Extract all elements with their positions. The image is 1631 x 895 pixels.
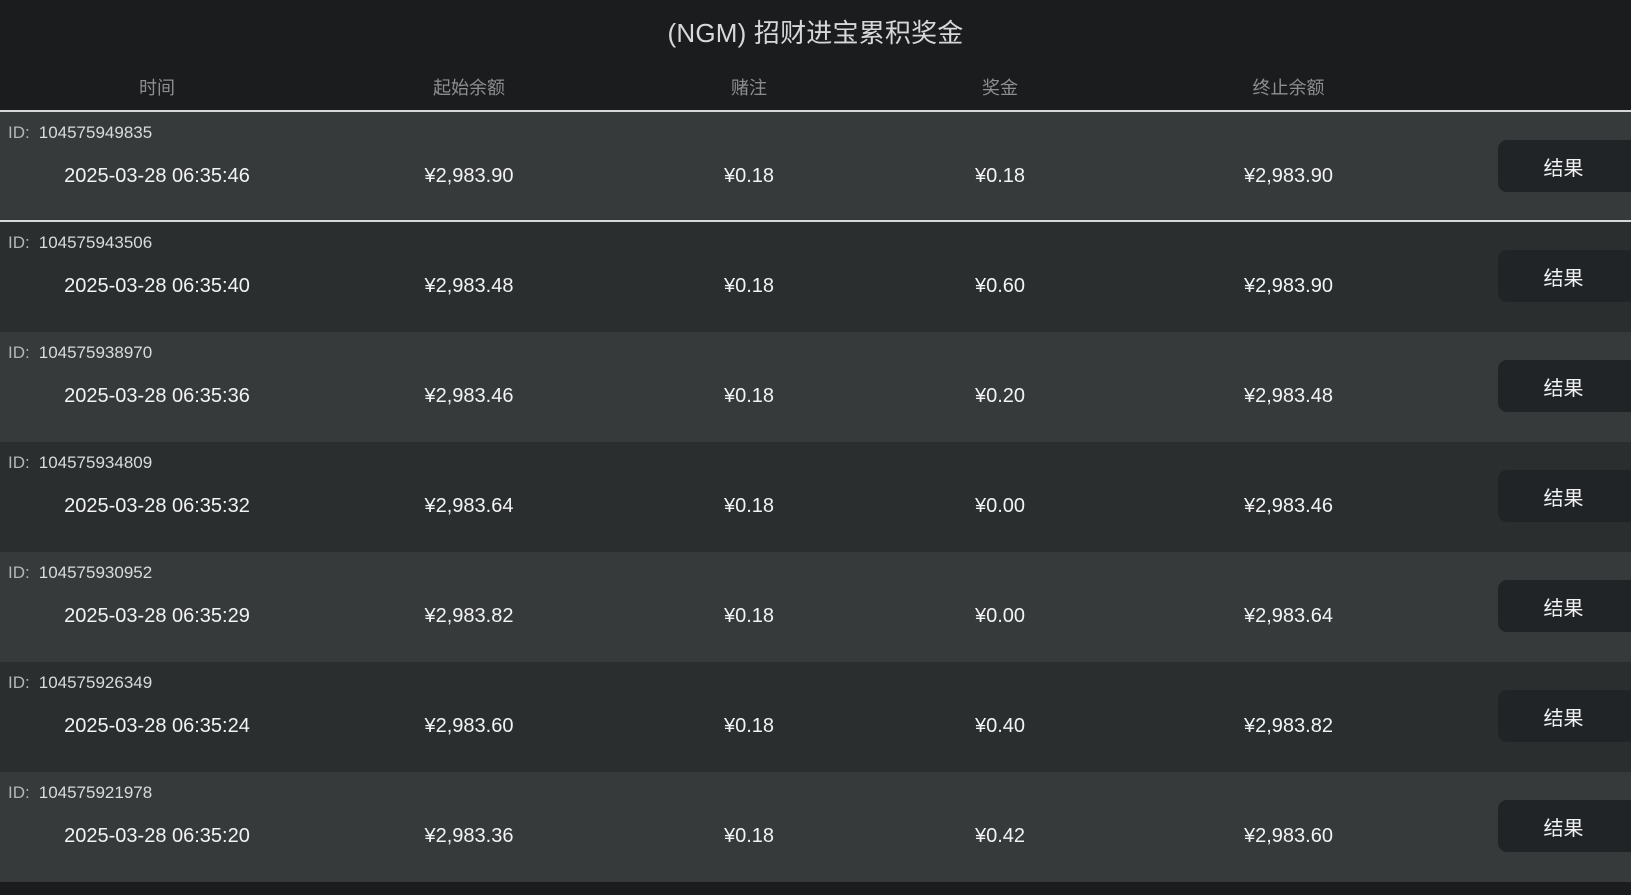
result-button[interactable]: 结果 bbox=[1498, 470, 1631, 522]
table-row[interactable]: ID: 104575943506 2025-03-28 06:35:40 ¥2,983… bbox=[0, 222, 1631, 332]
row-id-value: 104575930952 bbox=[38, 563, 153, 582]
column-header-end-balance: 终止余额 bbox=[1252, 78, 1325, 98]
cell-start-balance: ¥2,983.60 bbox=[424, 714, 514, 737]
result-button[interactable]: 结果 bbox=[1498, 250, 1631, 302]
row-cells: 2025-03-28 06:35:46 ¥2,983.90 ¥0.18 ¥0.18 ¥2… bbox=[0, 152, 1451, 200]
row-id: ID: 104575934809 bbox=[8, 452, 152, 474]
row-id-label: ID: bbox=[8, 233, 30, 252]
column-header-bet: 赌注 bbox=[731, 78, 767, 98]
page-title: (NGM) 招财进宝累积奖金 bbox=[667, 18, 964, 48]
cell-time: 2025-03-28 06:35:46 bbox=[64, 164, 250, 187]
cell-start-balance: ¥2,983.82 bbox=[424, 604, 514, 627]
cell-win: ¥0.40 bbox=[974, 714, 1026, 737]
cell-bet: ¥0.18 bbox=[723, 164, 775, 187]
row-id: ID: 104575938970 bbox=[8, 342, 152, 364]
row-id: ID: 104575949835 bbox=[8, 122, 152, 144]
cell-time: 2025-03-28 06:35:40 bbox=[64, 274, 250, 297]
cell-start-balance: ¥2,983.46 bbox=[424, 384, 514, 407]
cell-end-balance: ¥2,983.60 bbox=[1244, 824, 1333, 847]
row-id-value: 104575938970 bbox=[38, 343, 153, 362]
table-row[interactable]: ID: 104575921978 2025-03-28 06:35:20 ¥2,983… bbox=[0, 772, 1631, 882]
result-button[interactable]: 结果 bbox=[1498, 580, 1631, 632]
row-id-label: ID: bbox=[8, 783, 30, 802]
column-header-win: 奖金 bbox=[982, 78, 1018, 98]
table-row[interactable]: ID: 104575938970 2025-03-28 06:35:36 ¥2,983… bbox=[0, 332, 1631, 442]
column-header-time: 时间 bbox=[139, 78, 175, 98]
result-button[interactable]: 结果 bbox=[1498, 690, 1631, 742]
row-cells: 2025-03-28 06:35:29 ¥2,983.82 ¥0.18 ¥0.00 ¥2… bbox=[0, 592, 1451, 640]
row-cells: 2025-03-28 06:35:40 ¥2,983.48 ¥0.18 ¥0.60 ¥2… bbox=[0, 262, 1451, 310]
cell-time: 2025-03-28 06:35:32 bbox=[64, 494, 250, 517]
row-id-label: ID: bbox=[8, 453, 30, 472]
row-cells: 2025-03-28 06:35:32 ¥2,983.64 ¥0.18 ¥0.00 ¥2… bbox=[0, 482, 1451, 530]
screen-header: (NGM) 招财进宝累积奖金 时间 起始余额 赌注 奖金 终止余额 bbox=[0, 0, 1631, 112]
cell-bet: ¥0.18 bbox=[723, 714, 775, 737]
cell-bet: ¥0.18 bbox=[723, 384, 775, 407]
cell-time: 2025-03-28 06:35:29 bbox=[64, 604, 250, 627]
result-button[interactable]: 结果 bbox=[1498, 360, 1631, 412]
cell-start-balance: ¥2,983.36 bbox=[424, 824, 514, 847]
cell-win: ¥0.00 bbox=[974, 604, 1026, 627]
cell-win: ¥0.42 bbox=[974, 824, 1026, 847]
row-id: ID: 104575930952 bbox=[8, 562, 152, 584]
cell-start-balance: ¥2,983.48 bbox=[424, 274, 514, 297]
cell-time: 2025-03-28 06:35:36 bbox=[64, 384, 250, 407]
row-id-label: ID: bbox=[8, 673, 30, 692]
result-button[interactable]: 结果 bbox=[1498, 800, 1631, 852]
cell-end-balance: ¥2,983.82 bbox=[1244, 714, 1333, 737]
row-id-value: 104575943506 bbox=[38, 233, 153, 252]
row-id-value: 104575949835 bbox=[38, 123, 153, 142]
row-cells: 2025-03-28 06:35:20 ¥2,983.36 ¥0.18 ¥0.42 ¥2… bbox=[0, 812, 1451, 860]
cell-win: ¥0.20 bbox=[974, 384, 1026, 407]
transaction-list[interactable]: ID: 104575949835 2025-03-28 06:35:46 ¥2,983… bbox=[0, 112, 1631, 895]
table-row[interactable]: ID: 104575930952 2025-03-28 06:35:29 ¥2,983… bbox=[0, 552, 1631, 662]
cell-end-balance: ¥2,983.48 bbox=[1244, 384, 1333, 407]
cell-win: ¥0.18 bbox=[974, 164, 1026, 187]
cell-bet: ¥0.18 bbox=[723, 604, 775, 627]
cell-end-balance: ¥2,983.90 bbox=[1244, 164, 1333, 187]
table-column-headers: 时间 起始余额 赌注 奖金 终止余额 bbox=[0, 64, 1631, 110]
cell-time: 2025-03-28 06:35:20 bbox=[64, 824, 250, 847]
table-row[interactable]: ID: 104575926349 2025-03-28 06:35:24 ¥2,983… bbox=[0, 662, 1631, 772]
cell-win: ¥0.60 bbox=[974, 274, 1026, 297]
row-cells: 2025-03-28 06:35:24 ¥2,983.60 ¥0.18 ¥0.40 ¥2… bbox=[0, 702, 1451, 750]
cell-end-balance: ¥2,983.90 bbox=[1244, 274, 1333, 297]
row-id: ID: 104575921978 bbox=[8, 782, 152, 804]
header-divider bbox=[0, 110, 1631, 112]
cell-end-balance: ¥2,983.46 bbox=[1244, 494, 1333, 517]
cell-start-balance: ¥2,983.64 bbox=[424, 494, 514, 517]
row-id: ID: 104575943506 bbox=[8, 232, 152, 254]
table-row[interactable]: ID: 104575934809 2025-03-28 06:35:32 ¥2,983… bbox=[0, 442, 1631, 552]
cell-start-balance: ¥2,983.90 bbox=[424, 164, 514, 187]
cell-end-balance: ¥2,983.64 bbox=[1244, 604, 1333, 627]
row-id-label: ID: bbox=[8, 343, 30, 362]
column-header-start-balance: 起始余额 bbox=[433, 78, 505, 98]
row-id-label: ID: bbox=[8, 123, 30, 142]
row-id-value: 104575921978 bbox=[38, 783, 153, 802]
result-button[interactable]: 结果 bbox=[1498, 140, 1631, 192]
row-id-value: 104575926349 bbox=[38, 673, 153, 692]
cell-bet: ¥0.18 bbox=[723, 494, 775, 517]
cell-bet: ¥0.18 bbox=[723, 274, 775, 297]
cell-time: 2025-03-28 06:35:24 bbox=[64, 714, 250, 737]
row-cells: 2025-03-28 06:35:36 ¥2,983.46 ¥0.18 ¥0.20 ¥2… bbox=[0, 372, 1451, 420]
row-id: ID: 104575926349 bbox=[8, 672, 152, 694]
cell-win: ¥0.00 bbox=[974, 494, 1026, 517]
table-row[interactable]: ID: 104575949835 2025-03-28 06:35:46 ¥2,983… bbox=[0, 112, 1631, 222]
row-id-label: ID: bbox=[8, 563, 30, 582]
cell-bet: ¥0.18 bbox=[723, 824, 775, 847]
row-id-value: 104575934809 bbox=[38, 453, 153, 472]
